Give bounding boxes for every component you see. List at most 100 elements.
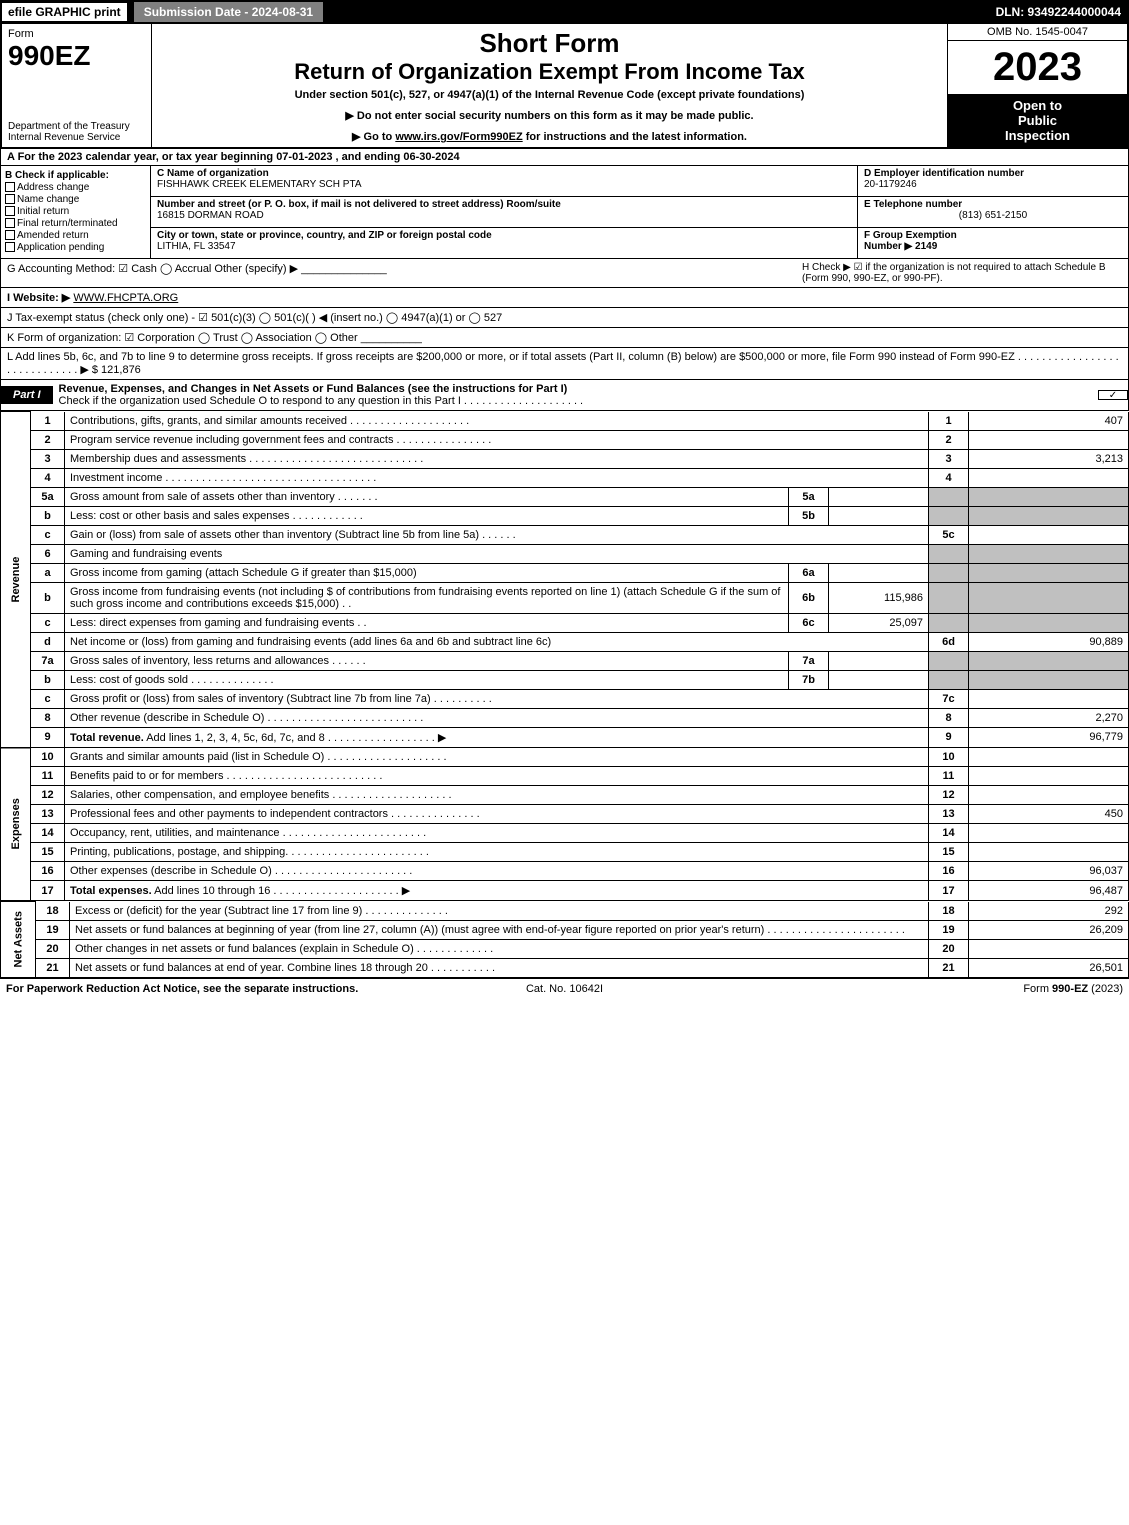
- c-name-label: C Name of organization: [157, 168, 269, 179]
- line-num: 7a: [31, 651, 65, 670]
- right-num: 17: [929, 881, 969, 901]
- row-i: I Website: ▶ WWW.FHCPTA.ORG: [0, 288, 1129, 308]
- line-num: 9: [31, 727, 65, 747]
- right-val: [969, 786, 1129, 805]
- part-1-checkbox[interactable]: [1098, 389, 1128, 401]
- part-1-label: Part I: [1, 386, 53, 404]
- line-num: 19: [36, 920, 70, 939]
- note-2-post: for instructions and the latest informat…: [523, 131, 747, 143]
- right-num: [929, 670, 969, 689]
- line-desc: Membership dues and assessments . . . . …: [65, 449, 929, 468]
- line-desc: Less: cost of goods sold . . . . . . . .…: [65, 670, 789, 689]
- right-val: 450: [969, 805, 1129, 824]
- line-num: 21: [36, 958, 70, 977]
- right-num: 4: [929, 468, 969, 487]
- submission-date: Submission Date - 2024-08-31: [133, 1, 324, 23]
- right-val: 3,213: [969, 449, 1129, 468]
- cb-amended[interactable]: Amended return: [5, 230, 146, 241]
- h-check: H Check ▶ ☑ if the organization is not r…: [802, 262, 1122, 284]
- line-num: 4: [31, 468, 65, 487]
- right-val: [969, 939, 1129, 958]
- phone-value: (813) 651-2150: [864, 210, 1122, 221]
- line-num: 13: [31, 805, 65, 824]
- right-val: 96,487: [969, 881, 1129, 901]
- col-b: B Check if applicable: Address change Na…: [1, 166, 151, 258]
- right-val: 26,501: [969, 958, 1129, 977]
- line-desc: Gross income from fundraising events (no…: [65, 582, 789, 613]
- right-val: [969, 651, 1129, 670]
- b-header: B Check if applicable:: [5, 170, 146, 181]
- line-desc: Gross income from gaming (attach Schedul…: [65, 563, 789, 582]
- line-num: 11: [31, 767, 65, 786]
- right-num: 19: [929, 920, 969, 939]
- row-j: J Tax-exempt status (check only one) - ☑…: [0, 308, 1129, 328]
- note-2-pre: ▶ Go to: [352, 131, 395, 143]
- footer-right: Form 990-EZ (2023): [751, 983, 1123, 995]
- line-desc: Gross sales of inventory, less returns a…: [65, 651, 789, 670]
- row-l: L Add lines 5b, 6c, and 7b to line 9 to …: [0, 348, 1129, 380]
- line-desc: Investment income . . . . . . . . . . . …: [65, 468, 929, 487]
- right-num: [929, 544, 969, 563]
- right-num: 10: [929, 748, 969, 767]
- line-num: 5a: [31, 487, 65, 506]
- sub-val: [829, 651, 929, 670]
- sub-val: 115,986: [829, 582, 929, 613]
- title-1: Short Form: [160, 28, 939, 59]
- c-addr-label: Number and street (or P. O. box, if mail…: [157, 199, 561, 210]
- c-city-label: City or town, state or province, country…: [157, 230, 492, 241]
- right-val: [969, 670, 1129, 689]
- row-a: A For the 2023 calendar year, or tax yea…: [0, 149, 1129, 166]
- f-label: F Group Exemption Number ▶ 2149: [864, 230, 957, 252]
- right-num: [929, 506, 969, 525]
- org-name: FISHHAWK CREEK ELEMENTARY SCH PTA: [157, 179, 361, 190]
- subtitle: Under section 501(c), 527, or 4947(a)(1)…: [160, 89, 939, 101]
- right-num: [929, 651, 969, 670]
- right-val: [969, 843, 1129, 862]
- website-link[interactable]: WWW.FHCPTA.ORG: [73, 292, 178, 304]
- line-desc: Total revenue. Add lines 1, 2, 3, 4, 5c,…: [65, 727, 929, 747]
- line-desc: Contributions, gifts, grants, and simila…: [65, 412, 929, 431]
- cb-initial[interactable]: Initial return: [5, 206, 146, 217]
- form-number: 990EZ: [8, 40, 145, 72]
- line-num: c: [31, 689, 65, 708]
- line-num: 20: [36, 939, 70, 958]
- line-desc: Gaming and fundraising events: [65, 544, 929, 563]
- line-desc: Other expenses (describe in Schedule O) …: [65, 862, 929, 881]
- cb-address[interactable]: Address change: [5, 182, 146, 193]
- right-val: [969, 487, 1129, 506]
- omb-number: OMB No. 1545-0047: [948, 24, 1127, 41]
- line-desc: Gross profit or (loss) from sales of inv…: [65, 689, 929, 708]
- line-num: d: [31, 632, 65, 651]
- line-num: c: [31, 613, 65, 632]
- line-num: 2: [31, 430, 65, 449]
- line-desc: Net assets or fund balances at beginning…: [70, 920, 929, 939]
- line-desc: Occupancy, rent, utilities, and maintena…: [65, 824, 929, 843]
- sub-num: 7a: [789, 651, 829, 670]
- header-center: Short Form Return of Organization Exempt…: [152, 24, 947, 147]
- right-val: [969, 767, 1129, 786]
- header-left: Form 990EZ Department of the Treasury In…: [2, 24, 152, 147]
- right-val: [969, 506, 1129, 525]
- sub-num: 5b: [789, 506, 829, 525]
- line-num: 17: [31, 881, 65, 901]
- cb-pending[interactable]: Application pending: [5, 242, 146, 253]
- footer: For Paperwork Reduction Act Notice, see …: [0, 978, 1129, 999]
- sub-num: 6c: [789, 613, 829, 632]
- right-num: [929, 613, 969, 632]
- department: Department of the Treasury Internal Reve…: [8, 121, 145, 143]
- line-num: 3: [31, 449, 65, 468]
- right-num: 9: [929, 727, 969, 747]
- line-desc: Gain or (loss) from sale of assets other…: [65, 525, 929, 544]
- line-desc: Other revenue (describe in Schedule O) .…: [65, 708, 929, 727]
- e-label: E Telephone number: [864, 199, 962, 210]
- cb-name[interactable]: Name change: [5, 194, 146, 205]
- right-val: 2,270: [969, 708, 1129, 727]
- irs-link[interactable]: www.irs.gov/Form990EZ: [395, 131, 522, 143]
- efile-label[interactable]: efile GRAPHIC print: [0, 1, 129, 23]
- right-num: 3: [929, 449, 969, 468]
- footer-center: Cat. No. 10642I: [378, 983, 750, 995]
- line-desc: Net assets or fund balances at end of ye…: [70, 958, 929, 977]
- line-num: 15: [31, 843, 65, 862]
- cb-final[interactable]: Final return/terminated: [5, 218, 146, 229]
- side-label: Net Assets: [1, 902, 36, 978]
